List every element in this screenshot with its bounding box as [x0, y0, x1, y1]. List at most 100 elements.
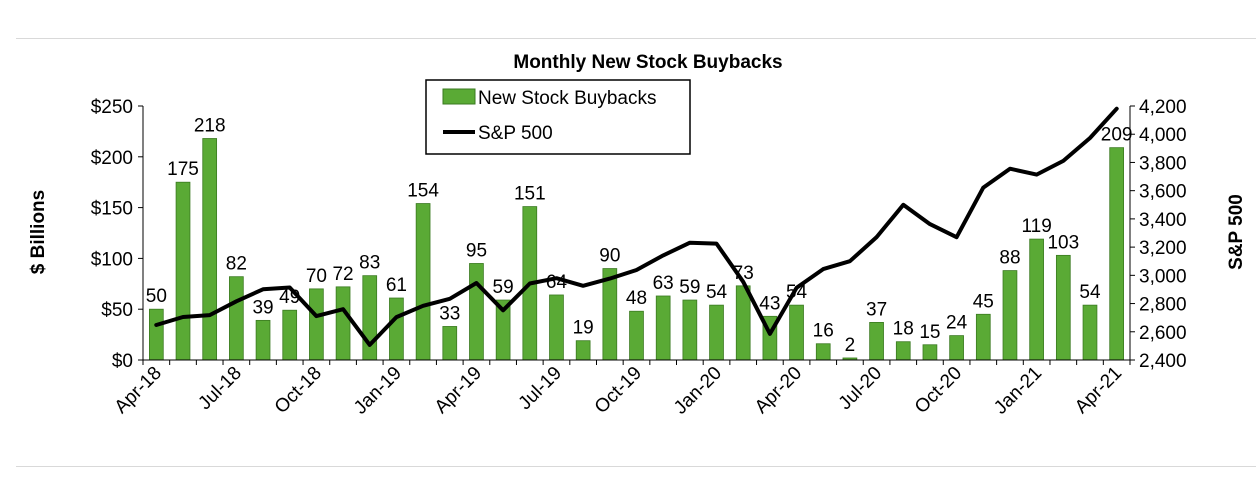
x-tick-label: Oct-19	[591, 363, 646, 418]
x-tick-label: Apr-20	[751, 363, 806, 418]
bar	[1109, 147, 1124, 361]
y-axis-title: $ Billions	[28, 190, 49, 274]
bar	[1002, 270, 1018, 361]
data-label: 82	[226, 254, 247, 275]
sp500-line	[154, 106, 1119, 347]
data-label: 151	[514, 184, 546, 205]
x-tick-label: Jan-21	[990, 363, 1046, 419]
bar	[949, 335, 964, 361]
bar	[175, 181, 191, 361]
bar	[442, 326, 458, 361]
bar	[202, 138, 218, 361]
y2-tick-label: 2,600	[1139, 323, 1187, 344]
data-label: 54	[786, 282, 808, 303]
bar	[389, 297, 404, 361]
bar	[469, 263, 484, 361]
bar	[282, 309, 298, 361]
y2-tick-label: 3,800	[1139, 153, 1187, 174]
bar	[682, 299, 698, 361]
bar	[975, 313, 991, 361]
data-label: 95	[466, 240, 487, 261]
y-tick-label: $0	[112, 351, 133, 372]
x-tick-label: Oct-18	[271, 363, 326, 418]
x-tick-label: Jan-20	[670, 363, 726, 419]
bar	[655, 295, 671, 361]
x-tick-label: Apr-21	[1071, 363, 1126, 418]
data-label: 45	[973, 291, 994, 312]
data-label: 24	[946, 313, 968, 334]
bar	[629, 310, 644, 361]
y-tick-label: $50	[101, 300, 133, 321]
bar	[255, 319, 271, 361]
bottom-divider	[16, 466, 1256, 467]
y2-tick-label: 3,000	[1139, 266, 1187, 287]
data-label: 59	[679, 277, 700, 298]
data-label: 50	[146, 286, 167, 307]
data-label: 63	[653, 273, 674, 294]
data-label: 90	[599, 246, 620, 267]
data-label: 119	[1021, 216, 1051, 237]
bar	[335, 286, 351, 361]
legend-label-buybacks: New Stock Buybacks	[478, 88, 656, 109]
data-label: 15	[919, 322, 940, 343]
y2-tick-label: 2,800	[1139, 295, 1187, 316]
bar	[575, 340, 591, 361]
data-label: 72	[332, 264, 353, 285]
x-tick-label: Oct-20	[911, 363, 966, 418]
legend: New Stock Buybacks S&P 500	[425, 79, 691, 155]
bar	[709, 304, 724, 361]
y2-tick-label: 4,000	[1139, 125, 1187, 146]
bar	[815, 343, 831, 361]
data-label: 39	[252, 297, 273, 318]
y2-axis-title: S&P 500	[1226, 194, 1247, 270]
x-tick-label: Jan-19	[350, 363, 406, 419]
chart-title: Monthly New Stock Buybacks	[513, 52, 782, 73]
data-label: 49	[279, 287, 300, 308]
data-label: 88	[999, 248, 1020, 269]
x-tick-label: Apr-19	[431, 363, 486, 418]
bar	[922, 344, 938, 361]
bar	[602, 268, 618, 361]
y-tick-label: $150	[91, 199, 133, 220]
y2-tick-label: 3,200	[1139, 238, 1187, 259]
data-label: 43	[759, 293, 780, 314]
x-tick-label: Jul-19	[515, 363, 566, 414]
data-label: 64	[546, 272, 568, 293]
bar	[1029, 238, 1044, 361]
data-label: 218	[194, 116, 226, 137]
data-label: 19	[573, 318, 594, 339]
top-divider	[16, 38, 1256, 39]
data-label: 83	[359, 253, 380, 274]
bar	[362, 275, 378, 361]
data-label: 54	[1079, 282, 1101, 303]
bar	[1082, 304, 1098, 361]
y2-tick-label: 2,400	[1139, 351, 1187, 372]
data-label: 16	[813, 321, 834, 342]
legend-label-sp500: S&P 500	[478, 123, 553, 144]
bar	[735, 285, 751, 361]
data-label: 2	[845, 335, 856, 356]
bar	[415, 203, 431, 361]
y-tick-label: $250	[91, 97, 133, 118]
data-label: 54	[706, 282, 728, 303]
data-label: 59	[493, 277, 514, 298]
data-label: 48	[626, 288, 647, 309]
y2-tick-label: 4,200	[1139, 97, 1187, 118]
data-label: 73	[733, 263, 754, 284]
x-tick-label: Jul-18	[194, 363, 245, 414]
bar	[789, 304, 804, 361]
data-label: 18	[893, 319, 914, 340]
y2-tick-label: 3,400	[1139, 210, 1187, 231]
bar	[549, 294, 564, 361]
data-label: 70	[306, 266, 327, 287]
y-tick-label: $100	[91, 249, 133, 270]
data-label: 61	[386, 275, 407, 296]
data-label: 37	[866, 299, 887, 320]
data-label: 103	[1047, 232, 1079, 253]
data-label: 209	[1101, 125, 1133, 146]
data-label: 33	[439, 303, 460, 324]
data-label: 175	[167, 159, 199, 180]
legend-swatch-buybacks	[442, 88, 476, 105]
bar	[309, 288, 324, 361]
